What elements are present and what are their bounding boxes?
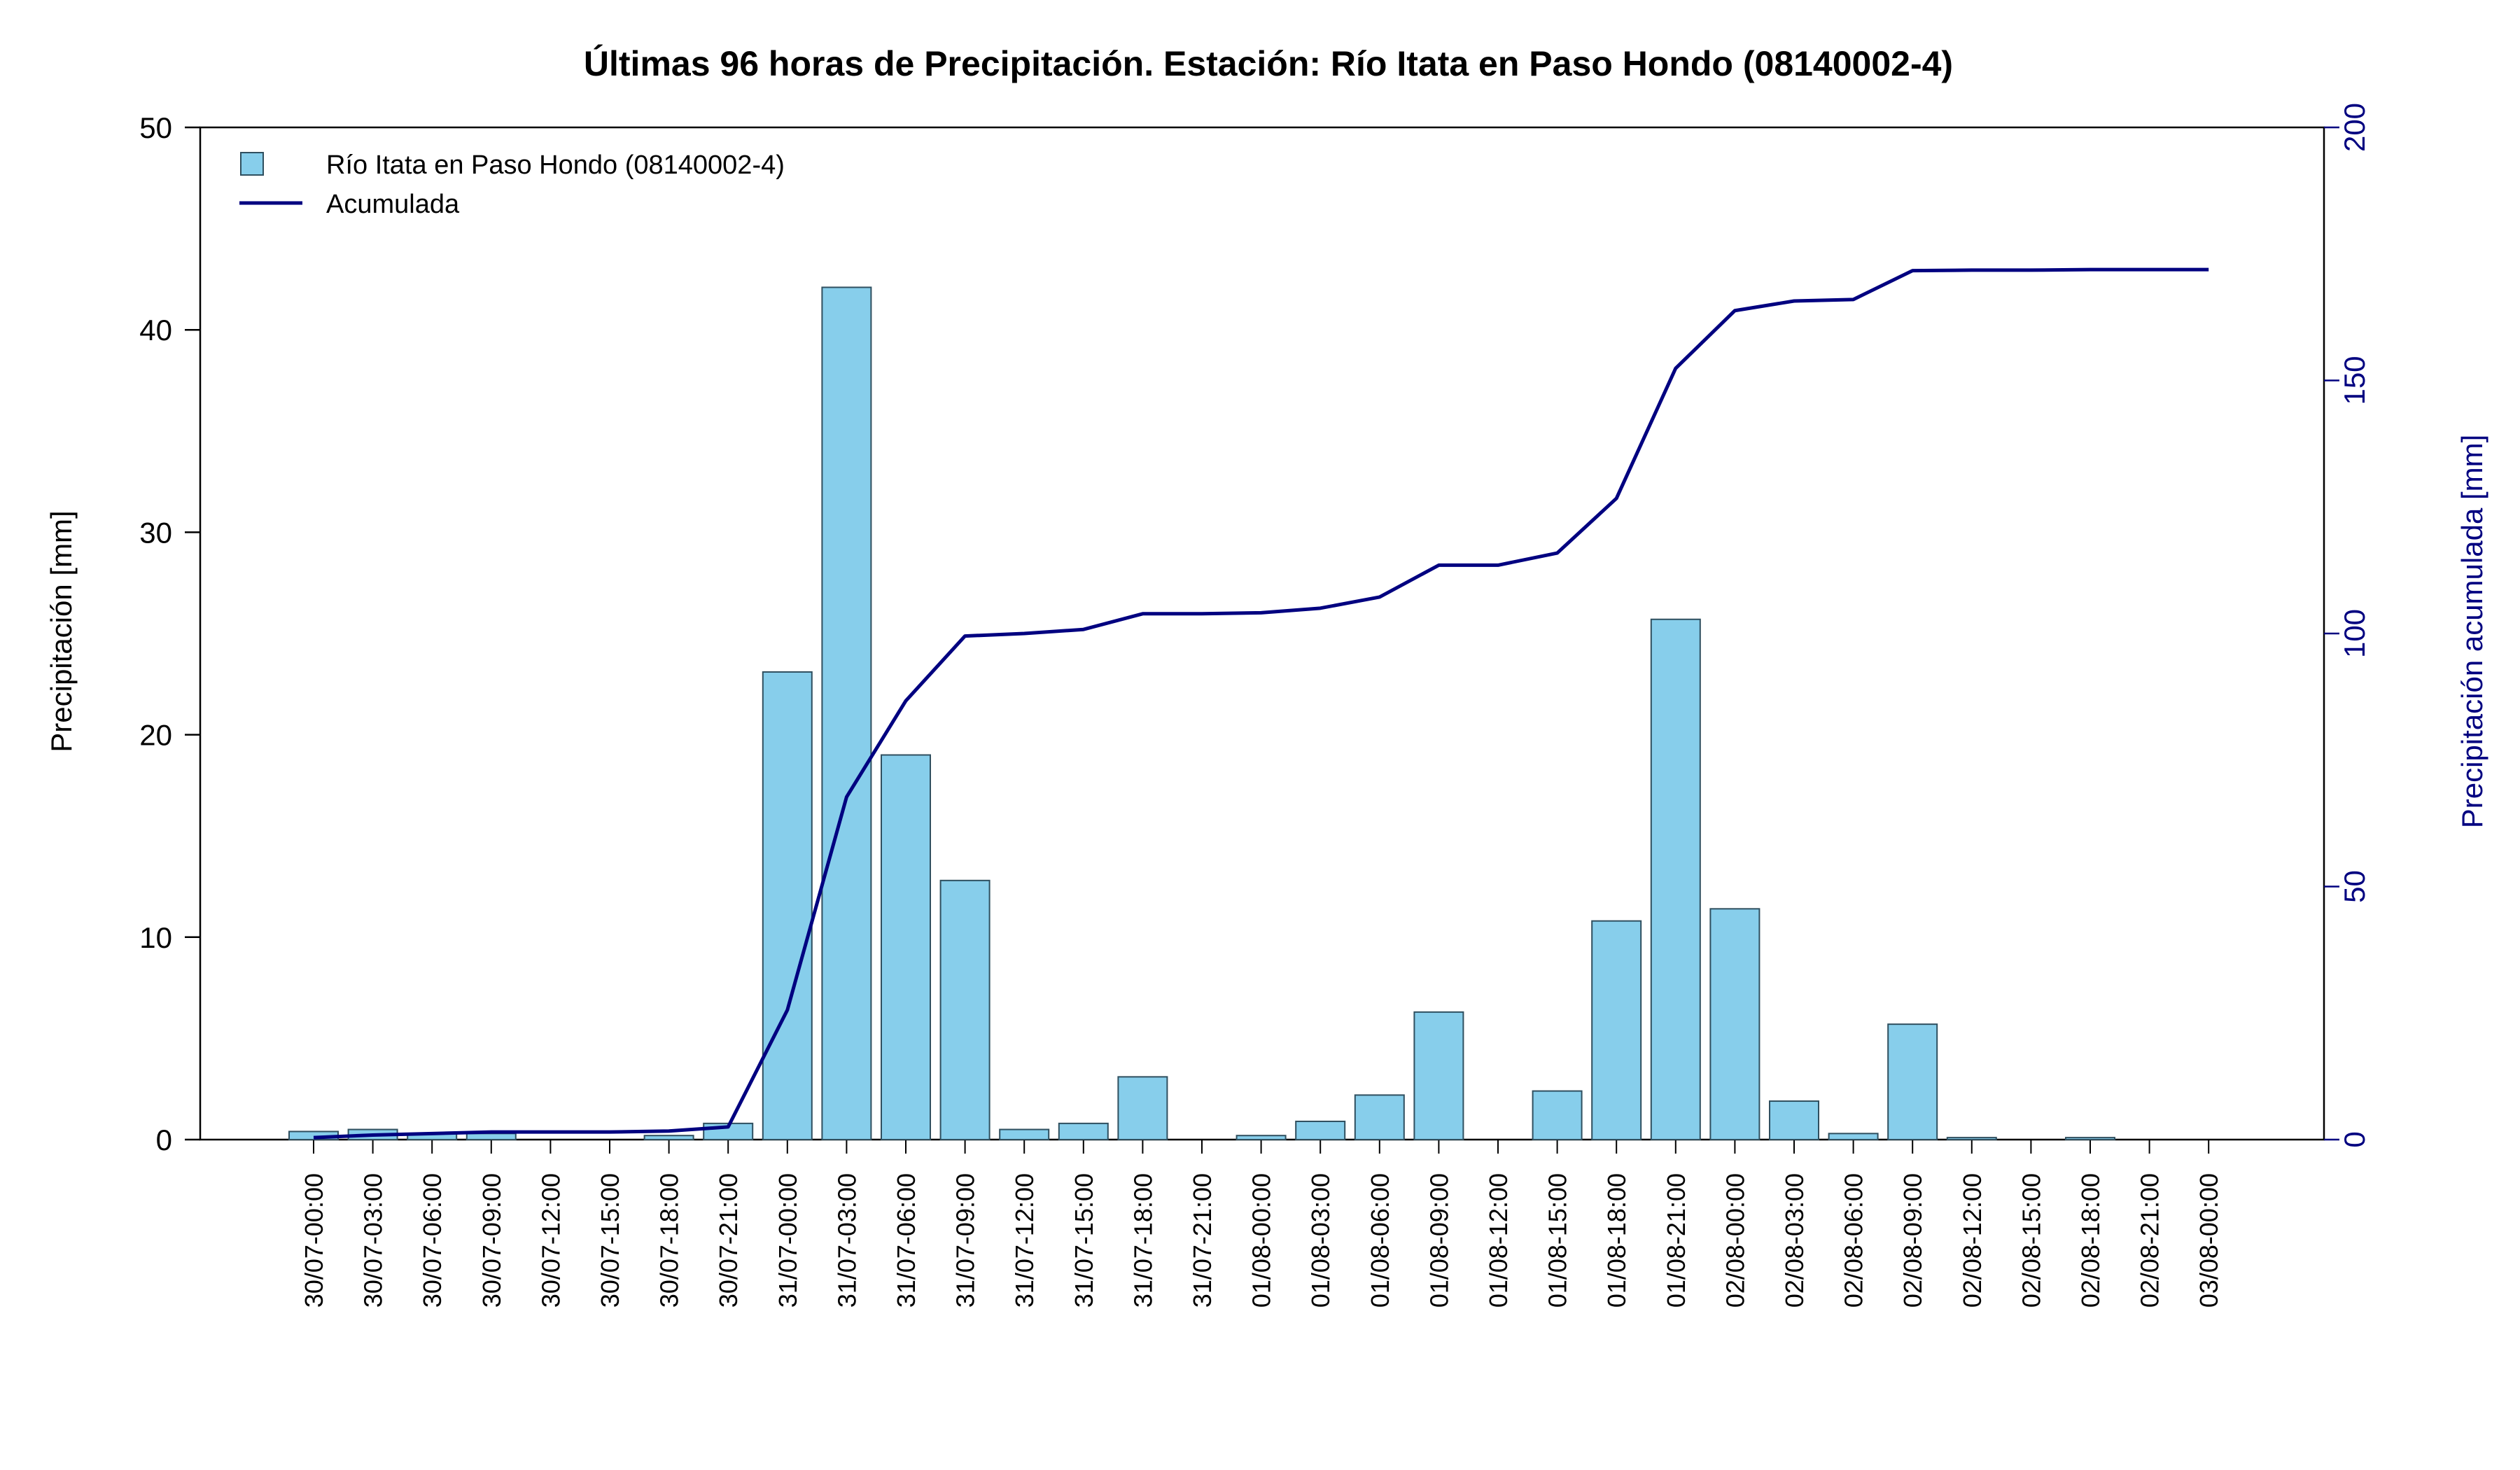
bar: [1532, 1090, 1583, 1141]
x-tick-label: 31/07-00:00: [774, 1173, 802, 1308]
legend-line-label: Acumulada: [326, 190, 460, 219]
y-tick-label: 0: [156, 1124, 172, 1156]
x-tick-label: 30/07-18:00: [655, 1173, 684, 1308]
bar: [1058, 1122, 1109, 1141]
y2-tick-label: 0: [2338, 1131, 2371, 1147]
x-tick-label: 02/08-21:00: [2136, 1173, 2164, 1308]
x-tick-label: 02/08-00:00: [1721, 1173, 1749, 1308]
bar: [465, 1133, 517, 1140]
y2-tick-label: 100: [2338, 609, 2371, 658]
bar: [1946, 1137, 1997, 1141]
x-tick-label: 31/07-12:00: [1010, 1173, 1039, 1308]
bar: [1709, 908, 1760, 1140]
x-tick-label: 01/08-06:00: [1366, 1173, 1394, 1308]
x-tick-label: 31/07-03:00: [832, 1173, 861, 1308]
bar: [1591, 920, 1642, 1140]
legend-bar-label: Río Itata en Paso Hondo (08140002-4): [326, 150, 785, 180]
y-tick-label: 40: [139, 314, 172, 346]
x-tick-label: 31/07-21:00: [1188, 1173, 1217, 1308]
bar: [939, 879, 990, 1140]
x-tick-label: 30/07-00:00: [300, 1173, 328, 1308]
x-tick-label: 01/08-09:00: [1424, 1173, 1453, 1308]
cumulative-line-series: [313, 267, 2209, 1140]
x-tick-label: 31/07-09:00: [951, 1173, 980, 1308]
x-tick-label: 01/08-21:00: [1662, 1173, 1690, 1308]
cumulative-line: [313, 267, 2209, 1140]
y2-tick-label: 50: [2338, 870, 2371, 903]
x-tick-label: 01/08-03:00: [1306, 1173, 1335, 1308]
bar: [1769, 1100, 1819, 1141]
x-tick-label: 30/07-15:00: [596, 1173, 624, 1308]
plot-area: [199, 126, 2325, 1141]
y-axis-label: Precipitación [mm]: [45, 510, 78, 752]
x-tick-label: 02/08-15:00: [2017, 1173, 2045, 1308]
x-tick-label: 02/08-03:00: [1780, 1173, 1809, 1308]
bar: [821, 286, 872, 1140]
x-tick-label: 02/08-12:00: [1958, 1173, 1987, 1308]
y2-tick-label: 200: [2338, 103, 2371, 152]
x-tick-label: 30/07-06:00: [418, 1173, 447, 1308]
x-tick-label: 31/07-18:00: [1128, 1173, 1157, 1308]
bar: [881, 754, 931, 1140]
x-tick-label: 02/08-09:00: [1898, 1173, 1927, 1308]
right-y-axis: 0 50 100 150 200: [2324, 103, 2371, 1148]
left-y-axis: 0 10 20 30 40 50: [139, 111, 200, 1156]
legend: Río Itata en Paso Hondo (08140002-4) Acum…: [239, 150, 785, 219]
bar: [1117, 1076, 1168, 1141]
y-tick-label: 50: [139, 111, 172, 144]
x-tick-label: 02/08-18:00: [2076, 1173, 2105, 1308]
bar: [643, 1135, 694, 1140]
bar: [1413, 1011, 1464, 1140]
x-tick-label: 01/08-12:00: [1484, 1173, 1513, 1308]
x-tick-label: 03/08-00:00: [2194, 1173, 2223, 1308]
x-tick-label: 01/08-15:00: [1544, 1173, 1572, 1308]
bar: [2065, 1137, 2115, 1141]
x-axis: 30/07-00:00 30/07-03:00 30/07-06:00 30/07-0…: [300, 1140, 2223, 1308]
y2-axis-label: Precipitación acumulada [mm]: [2456, 435, 2488, 829]
x-tick-label: 31/07-06:00: [892, 1173, 920, 1308]
bar-series: [288, 286, 2115, 1141]
x-tick-label: 30/07-12:00: [536, 1173, 565, 1308]
bar: [1236, 1135, 1287, 1140]
x-tick-label: 02/08-06:00: [1840, 1173, 1868, 1308]
y-tick-label: 10: [139, 921, 172, 954]
legend-bar-swatch: [240, 152, 264, 176]
y-tick-label: 30: [139, 516, 172, 549]
x-tick-label: 01/08-18:00: [1602, 1173, 1631, 1308]
chart-title: Últimas 96 horas de Precipitación. Estac…: [584, 44, 1953, 83]
x-tick-label: 31/07-15:00: [1070, 1173, 1098, 1308]
bar: [762, 671, 813, 1140]
bar: [1887, 1023, 1938, 1140]
x-tick-label: 01/08-00:00: [1247, 1173, 1276, 1308]
plot-frame: [199, 126, 2325, 1141]
bar: [1354, 1094, 1405, 1140]
bar: [999, 1128, 1050, 1141]
bar: [1650, 618, 1701, 1140]
x-tick-label: 30/07-09:00: [477, 1173, 506, 1308]
y2-tick-label: 150: [2338, 356, 2371, 405]
bar: [1295, 1120, 1346, 1141]
y-tick-label: 20: [139, 719, 172, 752]
bar: [1828, 1133, 1879, 1140]
x-tick-label: 30/07-03:00: [359, 1173, 388, 1308]
x-tick-label: 30/07-21:00: [714, 1173, 743, 1308]
